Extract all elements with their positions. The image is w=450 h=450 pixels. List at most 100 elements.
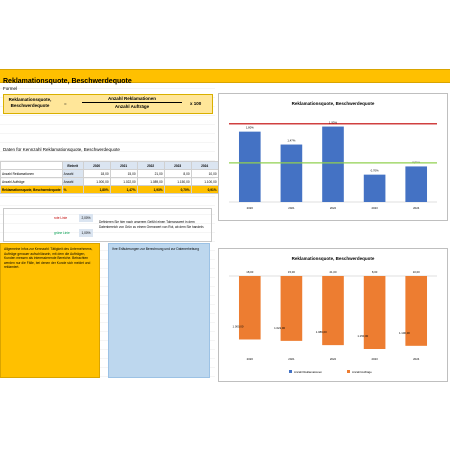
chart-counts: Reklamationsquote, Beschwerdequote 18,00… <box>229 256 437 374</box>
bar[interactable] <box>280 144 303 202</box>
legend-swatch <box>347 370 350 373</box>
table-cell[interactable]: 18,00 <box>82 169 111 178</box>
table-header-row: Einheit 2020 2021 2022 2023 2024 <box>0 161 219 170</box>
x-tick-label: 2021 <box>288 357 295 361</box>
legend-label: Anzahl Reklamationen <box>294 370 322 374</box>
table-header-cell[interactable]: 2024 <box>190 161 219 170</box>
table-row: Anzahl Aufträge Anzahl 1.000,00 1.022,00… <box>0 177 219 186</box>
data-label: 8,00 <box>372 270 378 274</box>
table-cell[interactable]: 15,00 <box>109 169 138 178</box>
legend-label: Anzahl Aufträge <box>352 370 372 374</box>
table-cell[interactable]: 1.089,00 <box>136 177 165 186</box>
chart-plot-area: 18,00 1.000,00 2020 15,00 1.022,00 2021 21,00 1… <box>229 270 437 374</box>
table-header-cell[interactable]: 2023 <box>163 161 192 170</box>
info-box-general: Allgemeine Infos zur Kennzahl: Tätigkeit… <box>0 243 100 378</box>
table-corner <box>0 161 63 170</box>
table-row: Anzahl Reklamationen Anzahl 18,00 15,00 … <box>0 169 219 178</box>
fraction-line <box>82 102 182 103</box>
table-header-cell[interactable]: 2021 <box>109 161 138 170</box>
table-cell[interactable]: 1,93% <box>136 185 165 194</box>
red-line-label: rote Linie <box>54 216 68 220</box>
green-line-value[interactable]: 1,00% <box>79 229 93 237</box>
formula-left: Reklamationsquote, Beschwerdequote <box>7 97 53 109</box>
data-label: 1.000,00 <box>233 324 244 328</box>
formula-box: Reklamationsquote, Beschwerdequote = Anz… <box>3 94 213 114</box>
formula-numerator: Anzahl Reklamationen <box>107 96 156 101</box>
formula-heading: Formel <box>3 86 18 91</box>
data-label: 1.100,00 <box>399 331 410 335</box>
bar[interactable] <box>238 276 261 340</box>
table-cell[interactable]: 1.000,00 <box>82 177 111 186</box>
x-tick-label: 2024 <box>413 206 420 210</box>
data-label: 21,00 <box>330 270 337 274</box>
data-label: 1,47% <box>287 139 295 143</box>
table-header-cell[interactable]: 2020 <box>82 161 111 170</box>
bar[interactable] <box>363 276 386 349</box>
x-tick-label: 2020 <box>247 357 254 361</box>
green-line-label: grüne Linie <box>54 231 70 235</box>
formula-denominator: Anzahl Aufträge <box>114 103 150 109</box>
data-label: 0,70% <box>371 169 379 173</box>
page-title-bar: Reklamationsquote, Beschwerdequote <box>0 69 450 85</box>
table-cell[interactable]: 8,00 <box>163 169 192 178</box>
bar[interactable] <box>280 276 303 341</box>
row-unit[interactable]: % <box>61 185 84 194</box>
row-unit[interactable]: Anzahl <box>61 169 84 178</box>
page-title: Reklamationsquote, Beschwerdequote <box>3 78 132 85</box>
bar[interactable] <box>405 276 428 346</box>
bar[interactable] <box>322 276 344 346</box>
data-label: 1.150,00 <box>357 334 368 338</box>
chart-counts-container[interactable]: Reklamationsquote, Beschwerdequote 18,00… <box>218 248 448 382</box>
x-tick-label: 2020 <box>247 206 254 210</box>
chart-quote-container[interactable]: Reklamationsquote, Beschwerdequote 1,80%… <box>218 93 448 221</box>
table-cell[interactable]: 1,80% <box>82 185 111 194</box>
data-label: 1,93% <box>329 121 337 125</box>
data-label: 1.022,00 <box>274 326 285 330</box>
table-cell[interactable]: 1.022,00 <box>109 177 138 186</box>
chart-title: Reklamationsquote, Beschwerdequote <box>292 256 375 261</box>
table-cell[interactable]: 0,70% <box>163 185 192 194</box>
row-label[interactable]: Anzahl Aufträge <box>0 177 63 186</box>
limits-panel: rote Linie 2,00% grüne Linie 1,00% Defin… <box>3 208 212 242</box>
chart-quote: Reklamationsquote, Beschwerdequote 1,80%… <box>229 101 437 210</box>
row-label[interactable]: Anzahl Reklamationen <box>0 169 63 178</box>
table-cell[interactable]: 1.100,00 <box>190 177 219 186</box>
chart-plot-area: 1,80%20201,47%20211,93%20220,70%20230,91… <box>229 121 437 210</box>
info-box-calculation: Ihre Erläuterungen zur Berechnung und zu… <box>108 243 210 378</box>
x-tick-label: 2022 <box>330 357 337 361</box>
limits-note: Definieren Sie hier nach unserem Gefühl … <box>99 220 205 229</box>
table-cell[interactable]: 10,00 <box>190 169 219 178</box>
bar[interactable] <box>238 131 261 202</box>
red-line-value[interactable]: 2,00% <box>79 214 93 222</box>
bar[interactable] <box>322 126 344 202</box>
formula-fraction: Anzahl Reklamationen Anzahl Aufträge <box>82 96 182 109</box>
bar[interactable] <box>405 166 428 202</box>
formula-left-line2: Beschwerdequote <box>10 103 50 108</box>
data-table: Einheit 2020 2021 2022 2023 2024 Anzahl … <box>0 161 219 194</box>
table-cell[interactable]: 21,00 <box>136 169 165 178</box>
data-label: 10,00 <box>413 270 420 274</box>
data-label: 1,80% <box>246 126 254 130</box>
data-heading: Daten für Kennzahl Reklamationsquote, Be… <box>3 147 120 152</box>
table-row-quote: Reklamationsquote, Beschwerdequote % 1,8… <box>0 185 219 194</box>
data-label: 15,00 <box>288 270 295 274</box>
bar[interactable] <box>363 174 386 202</box>
x-tick-label: 2021 <box>288 206 295 210</box>
legend-swatch <box>289 370 292 373</box>
table-cell[interactable]: 1,47% <box>109 185 138 194</box>
formula-factor: x 100 <box>190 101 202 106</box>
table-header-cell[interactable]: 2022 <box>136 161 165 170</box>
chart-title: Reklamationsquote, Beschwerdequote <box>292 101 375 106</box>
x-tick-label: 2024 <box>413 357 420 361</box>
row-unit[interactable]: Anzahl <box>61 177 84 186</box>
row-label[interactable]: Reklamationsquote, Beschwerdequote <box>0 185 63 194</box>
data-label: 1.089,00 <box>316 330 327 334</box>
table-cell[interactable]: 1.150,00 <box>163 177 192 186</box>
formula-left-line1: Reklamationsquote, <box>8 97 52 102</box>
formula-equals: = <box>64 101 67 106</box>
table-header-cell[interactable]: Einheit <box>61 161 84 170</box>
table-cell[interactable]: 0,91% <box>190 185 219 194</box>
x-tick-label: 2023 <box>371 206 378 210</box>
data-label: 18,00 <box>246 270 253 274</box>
x-tick-label: 2023 <box>371 357 378 361</box>
